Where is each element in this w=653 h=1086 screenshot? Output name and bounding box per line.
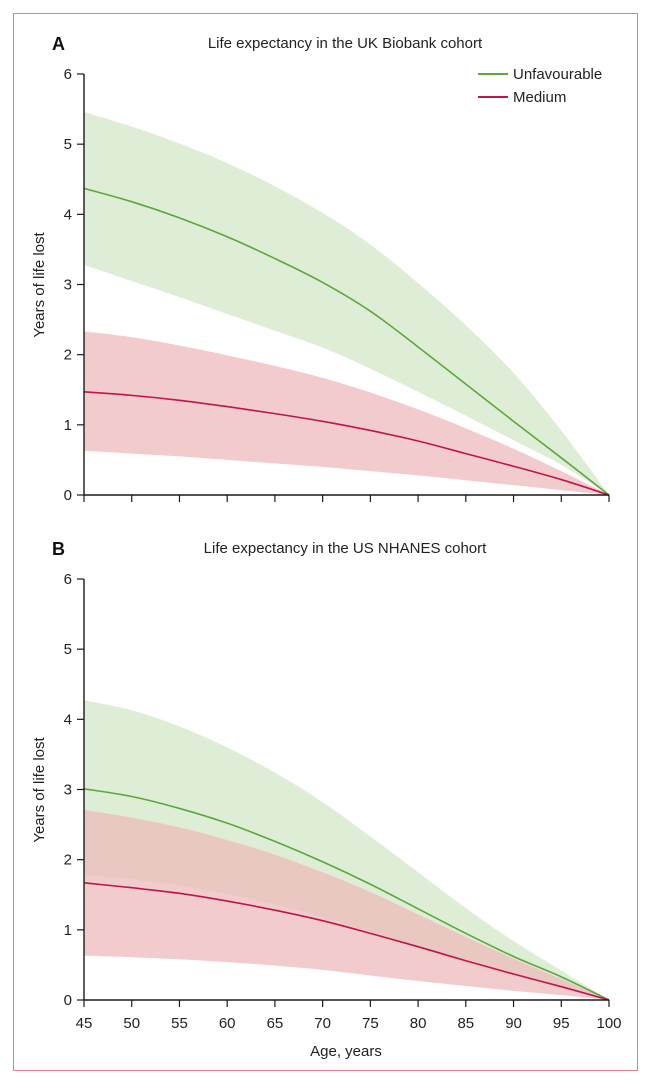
panel-a-y-tick-label: 5: [64, 136, 72, 153]
panel-b-line-unfavourable: [83, 788, 610, 1001]
panel-a-legend: Unfavourable Medium: [478, 66, 602, 106]
panel-a-line-unfavourable: [83, 187, 610, 496]
panel-b-y-tick-label: 5: [64, 641, 72, 658]
legend-label-unfavourable: Unfavourable: [513, 66, 602, 83]
panel-b-y-tick-label: 6: [64, 571, 72, 588]
panel-b-x-tick-label: 85: [457, 1015, 474, 1032]
panel-a: A Life expectancy in the UK Biobank coho…: [31, 34, 610, 504]
panel-b-x-tick-label: 70: [314, 1015, 331, 1032]
panel-a-y-tick-label: 3: [64, 277, 72, 294]
panel-b-x-tick-label: 45: [76, 1015, 93, 1032]
figure-frame: [13, 13, 638, 1071]
panel-b-y-axis-title: Years of life lost: [31, 737, 48, 843]
panel-b-bands: [84, 700, 609, 1000]
panel-b-x-tick-label: 55: [171, 1015, 188, 1032]
panel-a-y-tick-label: 1: [64, 417, 72, 434]
panel-a-axes: 0 1 2 3 4 5 6: [64, 66, 610, 504]
panel-b-x-tick-label: 65: [267, 1015, 284, 1032]
panel-b-y-tick-label: 1: [64, 922, 72, 939]
panel-b-y-tick-label: 0: [64, 992, 72, 1009]
panel-b-y-tick-label: 4: [64, 711, 72, 728]
panel-a-line-medium: [83, 391, 610, 496]
panel-b-x-tick-label: 80: [410, 1015, 427, 1032]
panel-b-y-tick-label: 3: [64, 782, 72, 799]
panel-b-x-tick-label: 95: [553, 1015, 570, 1032]
panel-b-x-tick-label: 60: [219, 1015, 236, 1032]
panel-a-lines: [83, 187, 610, 496]
panel-a-y-tick-label: 4: [64, 206, 72, 223]
panel-a-y-tick-label: 0: [64, 487, 72, 504]
panel-a-y-axis-title: Years of life lost: [31, 232, 48, 338]
panel-b-y-tick-label: 2: [64, 852, 72, 869]
panel-b-band-unfavourable: [84, 700, 609, 1000]
panel-b-lines: [83, 788, 610, 1001]
panel-a-y-tick-label: 6: [64, 66, 72, 83]
panel-a-y-tick-label: 2: [64, 347, 72, 364]
panel-b-x-tick-label: 75: [362, 1015, 379, 1032]
panel-b-x-axis-title: Age, years: [310, 1043, 382, 1060]
panel-b-title: Life expectancy in the US NHANES cohort: [204, 540, 487, 557]
panel-letter-b: B: [52, 539, 65, 559]
panel-a-band-medium: [84, 331, 609, 495]
panel-b: B Life expectancy in the US NHANES cohor…: [31, 539, 622, 1060]
panel-a-title: Life expectancy in the UK Biobank cohort: [208, 35, 483, 52]
panel-b-band-medium: [84, 809, 609, 1000]
panel-a-bands: [84, 111, 609, 495]
panel-letter-a: A: [52, 34, 65, 54]
panel-b-x-tick-label: 50: [123, 1015, 140, 1032]
panel-b-x-tick-label: 90: [505, 1015, 522, 1032]
panel-b-line-medium: [83, 882, 610, 1001]
panel-a-band-unfavourable: [84, 111, 609, 495]
legend-label-medium: Medium: [513, 89, 566, 106]
panel-b-x-tick-label: 100: [596, 1015, 621, 1032]
